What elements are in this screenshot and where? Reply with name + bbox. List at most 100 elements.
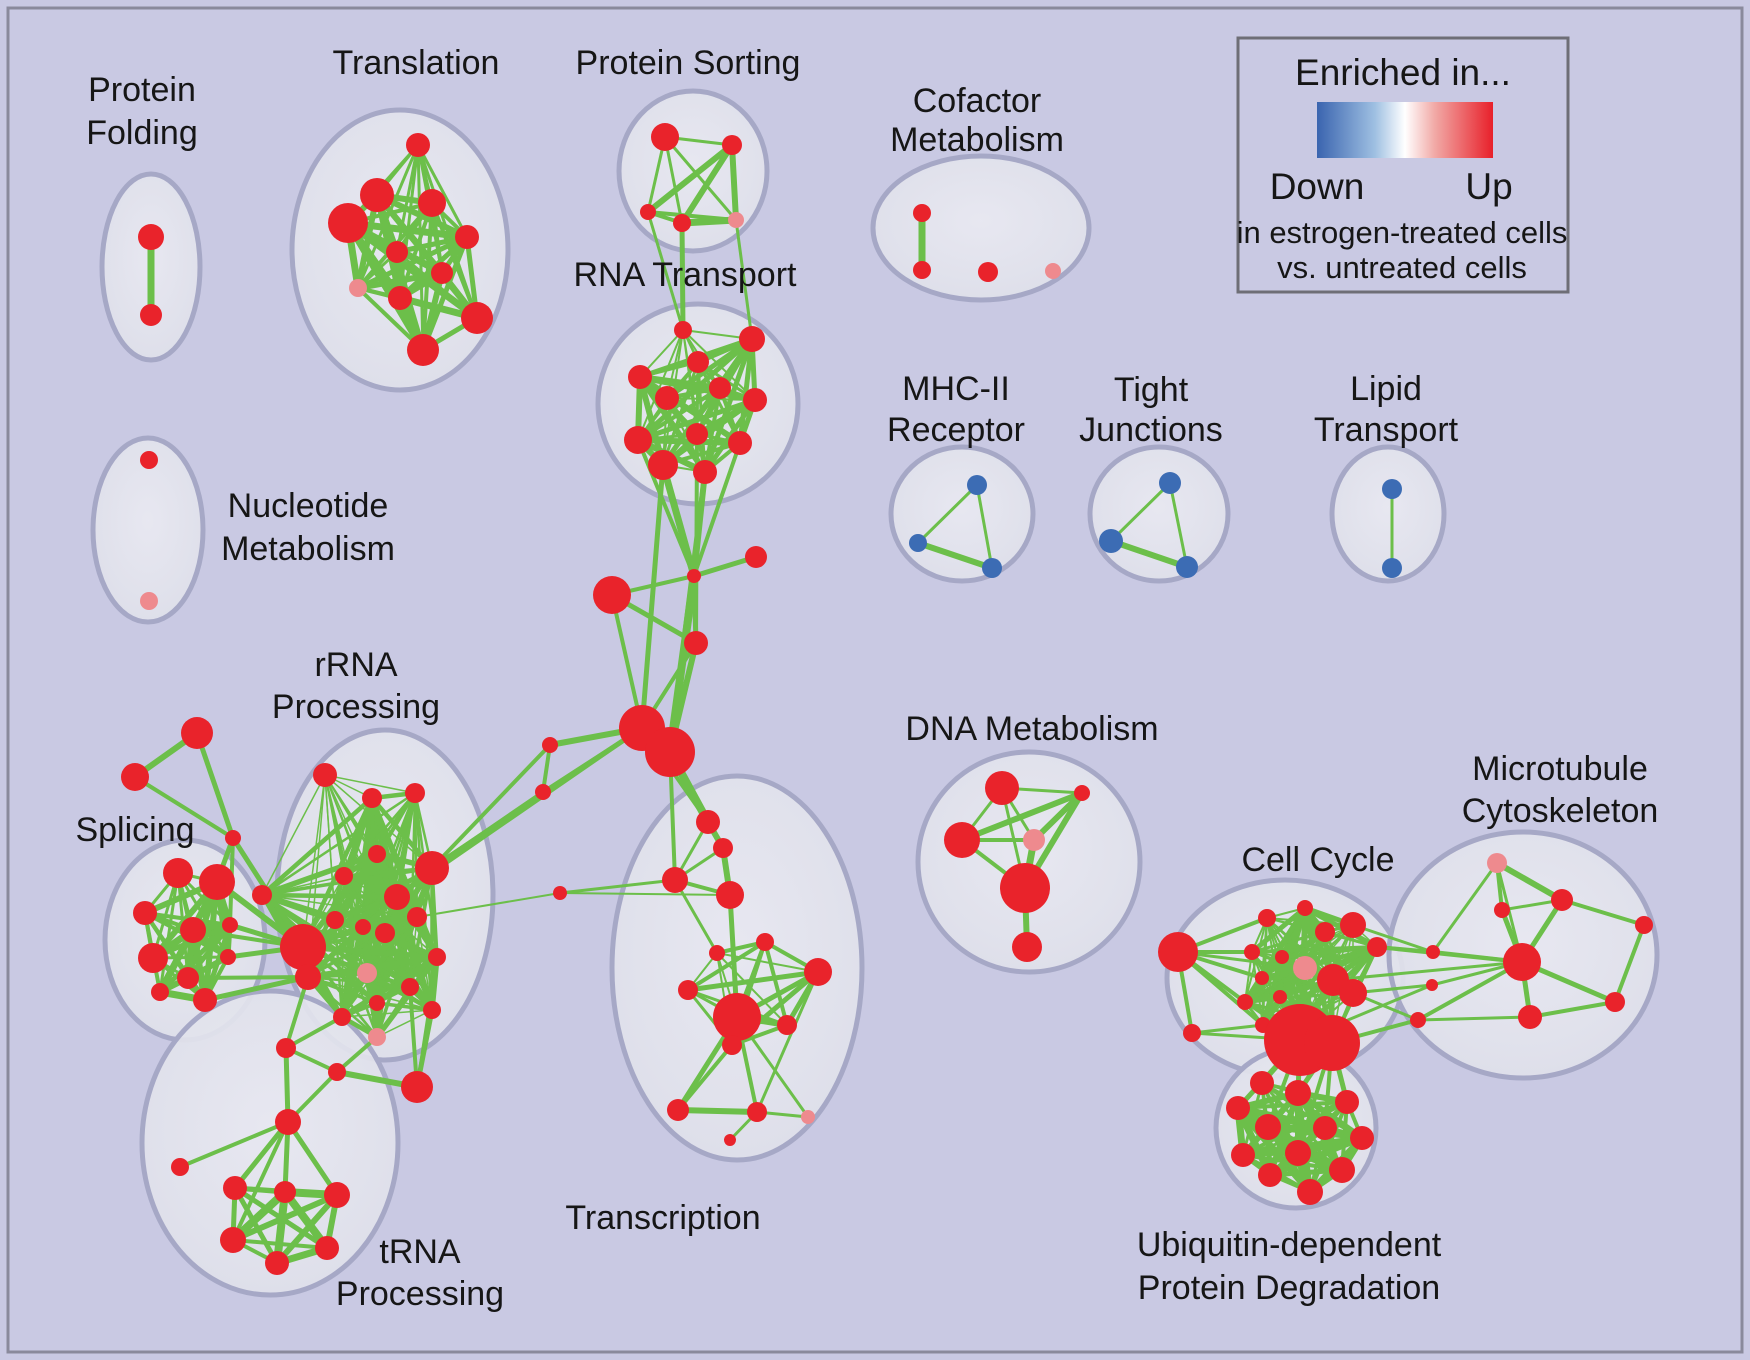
enrichment-edge-rr xyxy=(261,774,326,896)
enrichment-edge-rr xyxy=(260,893,412,989)
gene-set-node-rr-4 xyxy=(415,851,449,885)
gene-set-node-rt-10 xyxy=(648,450,678,480)
gene-set-node-cc-13 xyxy=(1273,990,1287,1004)
cluster-label-mt: Cytoskeleton xyxy=(1462,792,1659,830)
gene-set-node-nm-0 xyxy=(140,451,158,469)
cluster-label-cc: Cell Cycle xyxy=(1241,841,1394,879)
enrichment-edge-rr xyxy=(259,795,375,898)
gene-set-node-rr-2 xyxy=(405,783,425,803)
enrichment-edge-rr xyxy=(383,931,434,1012)
gene-set-node-sp-9 xyxy=(151,983,169,1001)
gene-set-node-sp-5 xyxy=(138,943,168,973)
gene-set-node-lw-11 xyxy=(553,886,567,900)
enrichment-edge-mhc xyxy=(916,483,979,545)
gene-set-node-tr-9 xyxy=(461,302,493,334)
legend-caption-line2: vs. untreated cells xyxy=(1277,250,1527,285)
enrichment-edge-rr xyxy=(339,954,440,1020)
enrichment-edge-rr xyxy=(375,1001,434,1012)
gene-set-node-tn-5 xyxy=(220,1227,246,1253)
enrichment-edge-dm xyxy=(959,790,1085,843)
gene-set-node-mt-4 xyxy=(1518,1005,1542,1029)
cluster-label-tn: Processing xyxy=(336,1275,504,1313)
gene-set-node-mt-6 xyxy=(1635,916,1653,934)
gene-set-node-cc-1 xyxy=(1183,1024,1201,1042)
enrichment-edge-lw xyxy=(194,730,236,841)
gene-set-node-tx-3 xyxy=(716,881,744,909)
gene-set-node-lt-1 xyxy=(1382,558,1402,578)
cluster-label-mhc: Receptor xyxy=(887,411,1025,449)
gene-set-node-cc-7 xyxy=(1244,944,1260,960)
gene-set-node-rr-8 xyxy=(355,919,371,935)
cluster-ellipse-tj xyxy=(1087,444,1231,584)
gene-set-node-dm-0 xyxy=(985,771,1019,805)
gene-set-node-sp-4 xyxy=(222,917,238,933)
gene-set-node-mt-0 xyxy=(1487,853,1507,873)
enrichment-edge-ps xyxy=(678,216,740,227)
gene-set-node-dm-3 xyxy=(1023,829,1045,851)
enrichment-edge-inter xyxy=(284,1015,344,1050)
enrichment-edge-cc xyxy=(1176,950,1307,970)
gene-set-node-rr-17 xyxy=(368,1028,386,1046)
gene-set-node-tx-2 xyxy=(662,867,688,893)
enrichment-edge-rr xyxy=(260,791,417,897)
enrichment-edge-rr xyxy=(307,916,418,978)
gene-set-node-sp-1 xyxy=(199,864,235,900)
gene-set-node-rt-11 xyxy=(693,460,717,484)
gene-set-node-tr-5 xyxy=(386,241,408,263)
gene-set-node-lw-3 xyxy=(535,784,551,800)
gene-set-node-sp-8 xyxy=(193,988,217,1012)
gene-set-node-tx-14 xyxy=(724,1134,736,1146)
enrichment-edge-rr xyxy=(306,975,379,1039)
enrichment-edge-tx xyxy=(716,952,788,1026)
enrichment-edge-tx xyxy=(755,970,820,1114)
gene-set-node-rt-3 xyxy=(628,365,652,389)
gene-set-node-rr-12 xyxy=(401,978,419,996)
cluster-label-nm: Nucleotide xyxy=(228,487,389,525)
gene-set-node-cf-2 xyxy=(978,262,998,282)
cluster-label-rr: Processing xyxy=(272,688,440,726)
enrichment-edge-inter xyxy=(1351,923,1435,954)
gene-set-node-pf-1 xyxy=(140,304,162,326)
gene-set-node-ub-4 xyxy=(1255,1114,1281,1140)
gene-set-node-tn-7 xyxy=(265,1251,289,1275)
gene-set-node-lw-6 xyxy=(687,569,701,583)
cluster-label-pf: Protein xyxy=(88,71,196,109)
gene-set-node-lw-2 xyxy=(225,830,241,846)
cluster-label-cf: Cofactor xyxy=(913,82,1042,120)
gene-set-node-rr-11 xyxy=(357,963,377,983)
gene-set-node-cc-3 xyxy=(1297,900,1313,916)
gene-set-node-rt-6 xyxy=(743,388,767,412)
enrichment-edge-lw xyxy=(133,775,235,840)
enrichment-edge-tj xyxy=(1108,538,1190,570)
enrichment-edge-ps xyxy=(663,135,738,222)
cluster-ellipse-nm xyxy=(90,435,206,625)
gene-set-node-cf-3 xyxy=(1045,263,1061,279)
gene-set-node-rr-13 xyxy=(428,948,446,966)
gene-set-node-tj-1 xyxy=(1099,529,1123,553)
enrichment-edge-inter xyxy=(1331,960,1524,982)
enrichment-edge-inter xyxy=(415,955,439,1089)
gene-set-node-cc-2 xyxy=(1258,909,1276,927)
gene-set-node-tx-10 xyxy=(722,1035,742,1055)
gene-set-node-tx-8 xyxy=(713,993,761,1041)
gene-set-node-rr-16 xyxy=(333,1008,351,1026)
legend-up-label: Up xyxy=(1465,166,1512,207)
cluster-label-rr: rRNA xyxy=(314,646,397,684)
figure-border xyxy=(6,6,1744,1354)
cluster-label-lt: Transport xyxy=(1314,411,1459,449)
gene-set-node-rt-9 xyxy=(728,431,752,455)
gene-set-node-mt-9 xyxy=(1410,1012,1426,1028)
gene-set-node-lw-0 xyxy=(181,717,213,749)
enrichment-edge-ub xyxy=(1266,1100,1349,1129)
gene-set-node-mt-8 xyxy=(1426,979,1438,991)
gene-set-node-rr-0 xyxy=(313,763,337,787)
gene-set-node-ub-2 xyxy=(1335,1090,1359,1114)
enrichment-edge-rr xyxy=(259,892,400,900)
gene-set-node-mhc-1 xyxy=(909,534,927,552)
cluster-label-lt: Lipid xyxy=(1350,370,1422,408)
gene-set-node-ub-7 xyxy=(1231,1143,1255,1167)
enrichment-edge-cc xyxy=(1260,954,1285,1028)
enrichment-edge-tn xyxy=(232,1119,291,1191)
enrichment-edge-inter xyxy=(186,975,310,980)
